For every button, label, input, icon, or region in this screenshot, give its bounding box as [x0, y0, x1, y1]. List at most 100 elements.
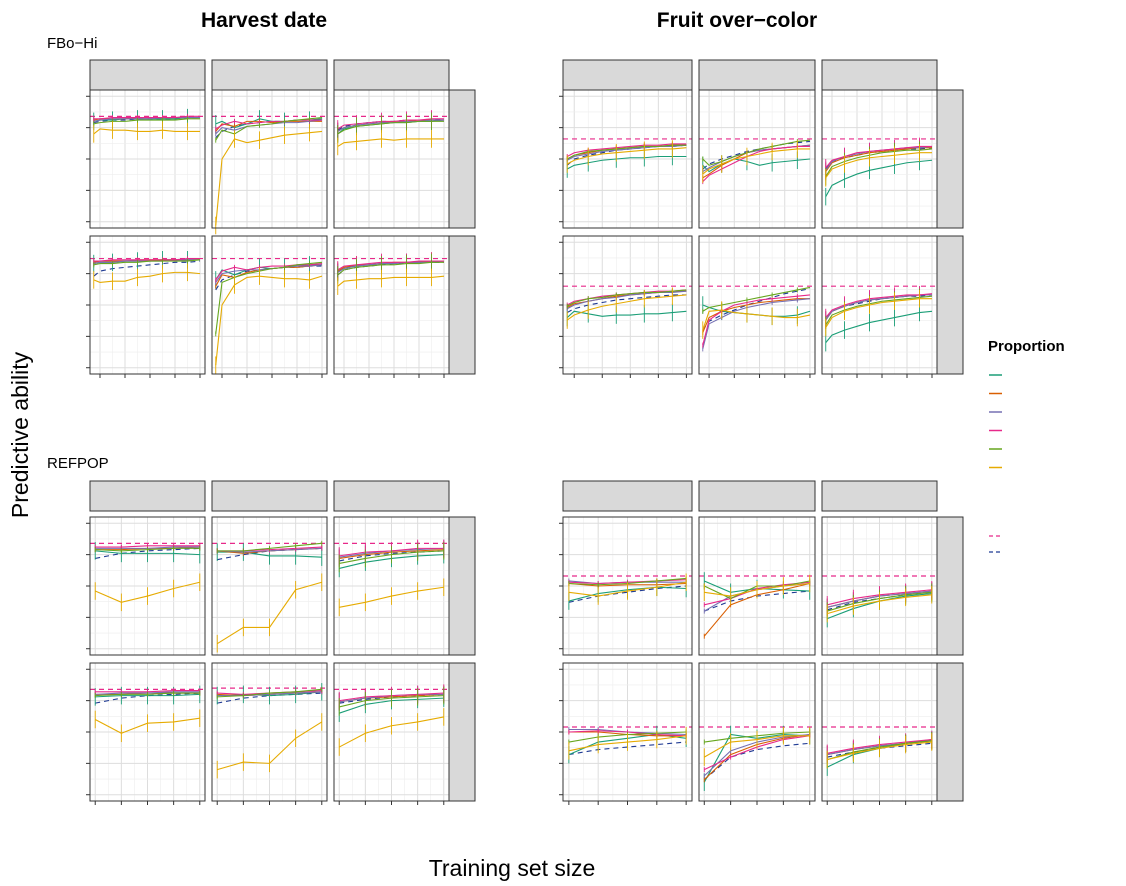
series-line-1-0: [566, 147, 687, 165]
column-title-fruit-over-color: Fruit over−color: [657, 9, 817, 32]
panel-refpop-harvest-date-cdstrat-high-density: [86, 662, 206, 805]
panel-refpop-harvest-date-kinship-medium-density: [211, 516, 328, 656]
series-line-0-1: [825, 310, 933, 343]
density-box: [448, 235, 476, 375]
series-line-1-0: [566, 294, 687, 321]
series-line-1-0: [93, 128, 200, 135]
strip-box: [211, 480, 328, 512]
panel-fbo-hi-harvest-date-kinship-high-density: [211, 235, 328, 378]
series-line-1-0: [215, 130, 323, 226]
strip-box: [821, 480, 938, 512]
random-line: [568, 741, 687, 756]
series-line-0-1: [95, 550, 200, 556]
density-strip-refpop-hd-medium-density: [448, 516, 476, 656]
density-box: [936, 516, 964, 656]
series-line-0-8-0-2: [337, 120, 444, 135]
panel-fbo-hi-fruit-over-color-kinship-high-density: [698, 235, 816, 378]
series-line-1-0: [93, 271, 201, 283]
series-line-0-4-0-6: [566, 144, 687, 161]
panel-fbo-hi-fruit-over-color-random-strat-high-density: [821, 235, 938, 378]
density-strip-refpop-hd-high-density: [448, 662, 476, 802]
panel-border: [211, 516, 328, 656]
strip-fbo-hi-random-strat: [821, 59, 938, 91]
density-strip-fbo-hi-hd-medium-density: [448, 89, 476, 229]
series-line-1-0: [337, 275, 445, 287]
strip-refpop-random-strat: [821, 480, 938, 512]
series-line-1-0: [568, 581, 687, 597]
series-line-0-6-0-4: [93, 258, 200, 262]
panel-border: [821, 89, 938, 229]
series-line-0-6-0-4: [825, 145, 932, 169]
series-line-0-4-0-6: [215, 264, 323, 283]
random-line: [825, 294, 933, 318]
panels: [86, 59, 964, 805]
random-line: [702, 140, 811, 170]
strip-box: [89, 59, 206, 91]
panel-refpop-fruit-over-color-cdstrat-medium-density: [559, 516, 693, 656]
series-line-0-6-0-4: [702, 294, 811, 346]
series-line-0-6-0-4: [566, 143, 687, 157]
series-line-1-0: [339, 586, 444, 608]
panel-fbo-hi-harvest-date-random-strat-high-density: [333, 235, 450, 378]
panel-fbo-hi-fruit-over-color-cdstrat-medium-density: [559, 89, 693, 229]
series-line-0-8-0-2: [566, 144, 687, 160]
series-line-0-4-0-6: [337, 119, 444, 132]
panel-fbo-hi-harvest-date-cdstrat-medium-density: [86, 89, 206, 229]
series-line-1-0: [827, 594, 932, 615]
strip-box: [333, 480, 450, 512]
series-line-1-0: [95, 581, 200, 603]
series-line-0-1: [702, 158, 811, 173]
panel-border: [211, 235, 328, 375]
panel-border: [698, 235, 816, 375]
strip-refpop-random-strat: [333, 480, 450, 512]
series-line-1-0: [216, 581, 322, 645]
series-line-0-8-0-2: [339, 695, 444, 708]
series-line-1-0: [825, 298, 932, 328]
panel-refpop-fruit-over-color-random-strat-high-density: [821, 662, 938, 805]
series-line-1-0: [217, 721, 323, 771]
series-line-0-4-0-6: [93, 117, 200, 122]
series-line-0-6-0-4: [93, 115, 200, 120]
strip-fbo-hi-random-strat: [333, 59, 450, 91]
random-line: [337, 118, 445, 131]
series-line-0-8-0-2: [339, 550, 444, 564]
panel-refpop-harvest-date-random-strat-medium-density: [333, 516, 450, 656]
random-line: [568, 585, 687, 603]
panel-border: [821, 235, 938, 375]
panel-refpop-harvest-date-random-strat-high-density: [333, 662, 450, 805]
strip-box: [562, 59, 693, 91]
series-line-0-8-0-2: [337, 261, 444, 276]
series-line-0-8-0-2: [215, 117, 323, 141]
column-title-harvest-date: Harvest date: [201, 9, 327, 32]
panel-refpop-fruit-over-color-cdstrat-high-density: [559, 662, 693, 805]
density-box: [448, 516, 476, 656]
series-line-1-0: [703, 735, 810, 758]
series-line-0-6-0-4: [95, 545, 200, 548]
legend-items: [989, 374, 1002, 553]
series-line-1-0: [568, 735, 687, 752]
density-box: [936, 89, 964, 229]
density-strip-refpop-fc-medium-density: [936, 516, 964, 656]
random-line: [93, 117, 200, 124]
density-box: [448, 662, 476, 802]
series-line-0-8-0-2: [217, 542, 322, 552]
series-line-0-6-0-4: [215, 263, 323, 281]
series-line-0-1: [825, 159, 933, 197]
series-line-1-0: [704, 582, 810, 597]
series-line-0-6-0-4: [702, 145, 810, 182]
strip-refpop-kinship: [698, 480, 816, 512]
series-line-0-6-0-4: [337, 260, 444, 271]
series-line-0-6-0-4: [825, 293, 933, 318]
density-strip-refpop-fc-high-density: [936, 662, 964, 802]
series-line-0-2-0-8: [702, 298, 810, 333]
x-axis-title: Training set size: [429, 855, 596, 881]
y-axis-title: Predictive ability: [7, 351, 33, 518]
series-line-1-0: [827, 741, 932, 761]
series-line-1-0: [825, 152, 932, 179]
series-line-0-4-0-6: [825, 294, 932, 321]
strip-box: [562, 480, 693, 512]
series-line-1-0: [338, 716, 444, 748]
series-line-1-0: [337, 138, 444, 147]
population-label-fbo-hi: FBo−Hi: [47, 35, 97, 52]
